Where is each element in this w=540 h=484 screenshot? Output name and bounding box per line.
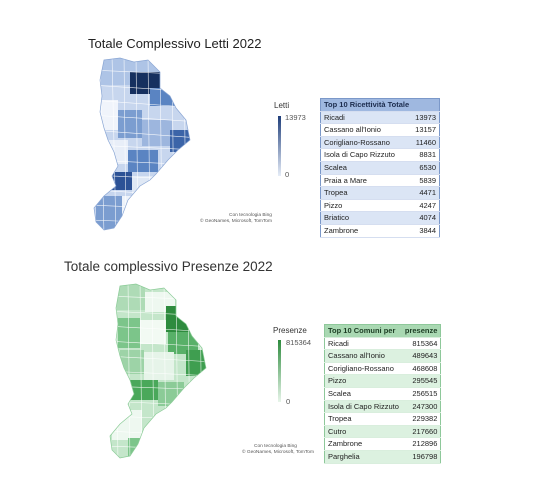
- table-cell-name: Scalea: [324, 387, 402, 401]
- table-row: Tropea 4471: [320, 186, 440, 200]
- table-cell-name: Ricadi: [320, 111, 413, 125]
- table-row: Scalea 6530: [320, 161, 440, 175]
- letti-legend-colorbar: [278, 116, 281, 176]
- table-header-row: Top 10 Ricettività Totale: [320, 98, 440, 112]
- table-row: Zambrone 3844: [320, 224, 440, 238]
- presenze-choropleth-map: [109, 283, 207, 459]
- letti-legend-max: 13973: [285, 113, 306, 122]
- presenze-top10-table: Top 10 Comuni per presenze Ricadi 815364 …: [324, 324, 442, 464]
- letti-map-title: Totale Complessivo Letti 2022: [88, 36, 262, 51]
- presenze-legend-max: 815364: [286, 338, 312, 347]
- letti-legend-title: Letti: [274, 101, 290, 110]
- letti-choropleth-map: [93, 57, 191, 231]
- table-cell-value: 6530: [412, 161, 440, 175]
- presenze-map-credit: Con tecnologia Bing © GeoNames, Microsof…: [242, 444, 314, 456]
- table-row: Parghelia 196798: [324, 450, 441, 464]
- table-row: Pizzo 4247: [320, 199, 440, 213]
- table-cell-value: 295545: [401, 374, 441, 388]
- table-cell-name: Pizzo: [320, 199, 413, 213]
- table-header-cell: presenze: [401, 324, 441, 338]
- table-cell-value: 3844: [412, 224, 440, 238]
- table-cell-name: Zambrone: [320, 224, 413, 238]
- table-cell-name: Corigliano-Rossano: [324, 362, 402, 376]
- presenze-credit-line-1: Con tecnologia Bing: [254, 444, 297, 449]
- table-cell-name: Isola di Capo Rizzuto: [320, 148, 413, 162]
- table-row: Tropea 229382: [324, 412, 441, 426]
- table-cell-name: Tropea: [320, 186, 413, 200]
- table-row: Cutro 217660: [324, 425, 441, 439]
- table-cell-name: Briatico: [320, 211, 413, 225]
- table-row: Ricadi 13973: [320, 111, 440, 125]
- table-row: Ricadi 815364: [324, 337, 441, 351]
- table-cell-name: Corigliano-Rossano: [320, 136, 413, 150]
- table-cell-value: 4074: [412, 211, 440, 225]
- presenze-choropleth-patches: [110, 284, 206, 458]
- table-cell-value: 196798: [401, 450, 441, 464]
- table-header-cell: Top 10 Comuni per: [324, 324, 402, 338]
- presenze-credit-line-2: © GeoNames, Microsoft, TomTom: [242, 450, 314, 455]
- table-cell-value: 4471: [412, 186, 440, 200]
- table-cell-value: 815364: [401, 337, 441, 351]
- table-cell-value: 247300: [401, 400, 441, 414]
- table-cell-name: Praia a Mare: [320, 174, 413, 188]
- table-cell-value: 8831: [412, 148, 440, 162]
- table-cell-name: Ricadi: [324, 337, 402, 351]
- table-row: Isola di Capo Rizzuto 247300: [324, 400, 441, 414]
- table-cell-value: 5839: [412, 174, 440, 188]
- table-cell-value: 468608: [401, 362, 441, 376]
- presenze-map-title: Totale complessivo Presenze 2022: [64, 259, 273, 274]
- table-cell-name: Cassano all'Ionio: [324, 349, 402, 363]
- table-cell-value: 11460: [412, 136, 440, 150]
- table-cell-value: 212896: [401, 437, 441, 451]
- table-cell-value: 256515: [401, 387, 441, 401]
- table-cell-value: 217660: [401, 425, 441, 439]
- table-cell-value: 229382: [401, 412, 441, 426]
- table-cell-name: Cutro: [324, 425, 402, 439]
- table-cell-name: Zambrone: [324, 437, 402, 451]
- presenze-legend-colorbar: [278, 340, 281, 402]
- table-cell-value: 4247: [412, 199, 440, 213]
- table-cell-name: Scalea: [320, 161, 413, 175]
- table-header-cell: [412, 98, 440, 112]
- table-row: Corigliano-Rossano 468608: [324, 362, 441, 376]
- table-header-cell: Top 10 Ricettività Totale: [320, 98, 413, 112]
- presenze-legend-title: Presenze: [273, 326, 307, 335]
- letti-top10-table: Top 10 Ricettività Totale Ricadi 13973 Ca…: [320, 98, 441, 238]
- letti-credit-line-2: © GeoNames, Microsoft, TomTom: [200, 219, 272, 224]
- table-cell-name: Tropea: [324, 412, 402, 426]
- table-cell-name: Cassano all'Ionio: [320, 123, 413, 137]
- table-row: Cassano all'Ionio 489643: [324, 349, 441, 363]
- table-header-row: Top 10 Comuni per presenze: [324, 324, 441, 338]
- letti-map-credit: Con tecnologia Bing © GeoNames, Microsof…: [200, 213, 272, 225]
- presenze-legend-min: 0: [286, 397, 291, 406]
- table-cell-value: 13973: [412, 111, 440, 125]
- table-cell-name: Parghelia: [324, 450, 402, 464]
- table-cell-name: Isola di Capo Rizzuto: [324, 400, 402, 414]
- table-row: Pizzo 295545: [324, 374, 441, 388]
- table-row: Zambrone 212896: [324, 437, 441, 451]
- table-cell-value: 489643: [401, 349, 441, 363]
- letti-credit-line-1: Con tecnologia Bing: [229, 213, 272, 218]
- table-cell-value: 13157: [412, 123, 440, 137]
- table-row: Corigliano-Rossano 11460: [320, 136, 440, 150]
- table-row: Briatico 4074: [320, 211, 440, 225]
- table-row: Scalea 256515: [324, 387, 441, 401]
- table-row: Cassano all'Ionio 13157: [320, 123, 440, 137]
- table-row: Isola di Capo Rizzuto 8831: [320, 148, 440, 162]
- letti-legend-min: 0: [285, 170, 290, 179]
- table-row: Praia a Mare 5839: [320, 174, 440, 188]
- table-cell-name: Pizzo: [324, 374, 402, 388]
